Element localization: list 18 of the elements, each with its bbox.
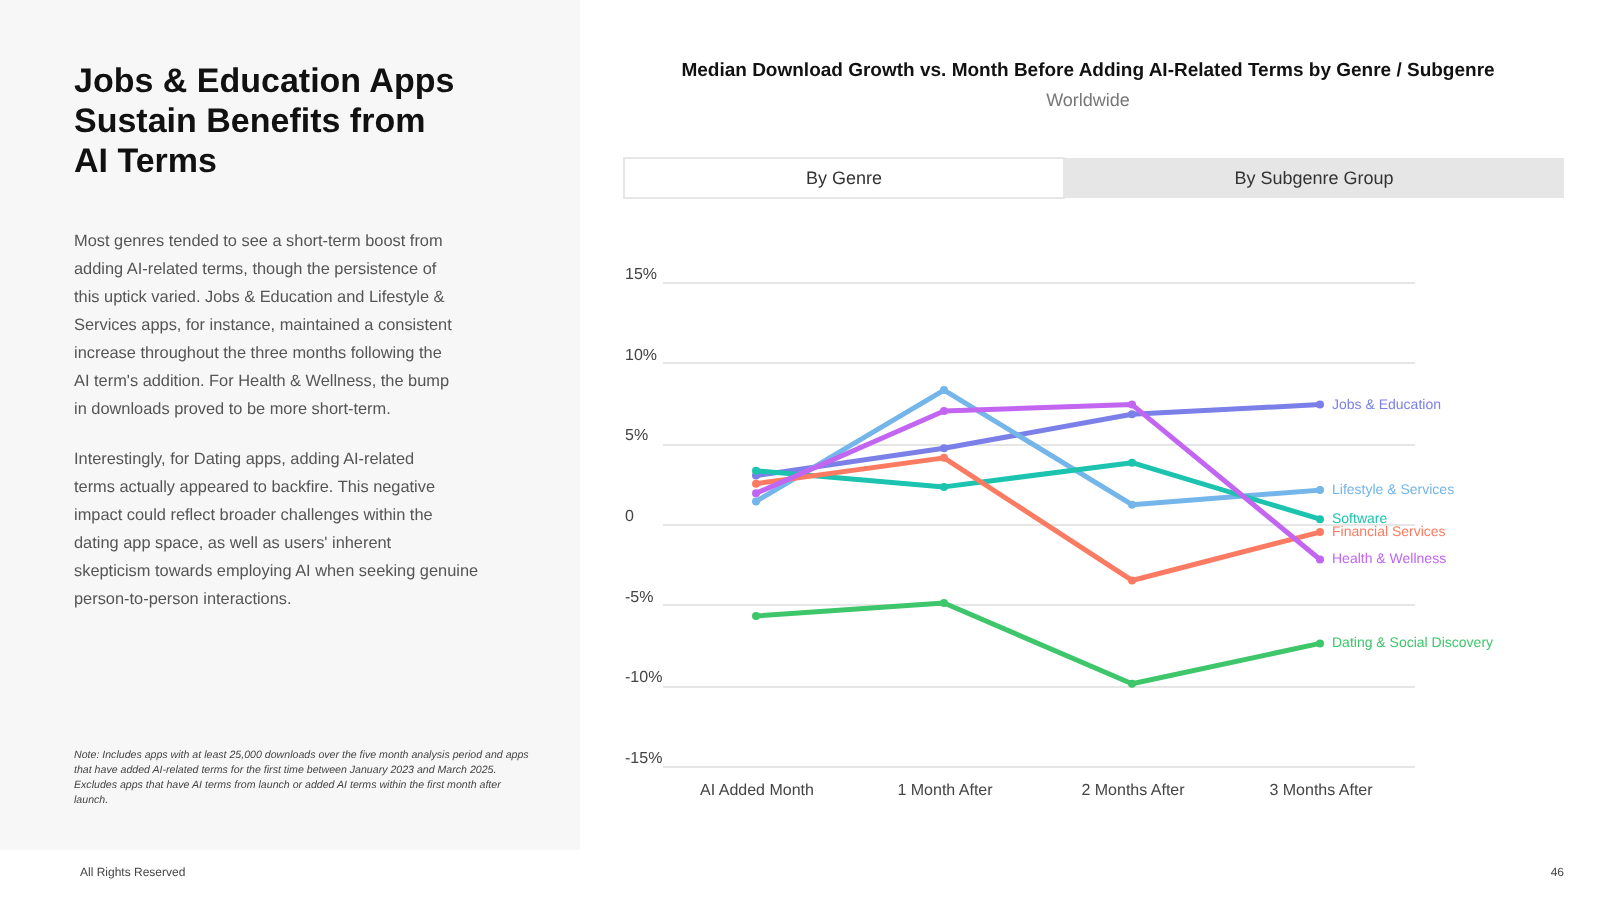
y-tick-label: -10%: [625, 668, 663, 687]
x-tick-label: 2 Months After: [1081, 781, 1186, 799]
y-tick-label: 10%: [625, 345, 658, 364]
text: Most genres tended to see a short-term boost from adding AI-related terms, though the persistence of this uptick varied. Jobs & Education and Lifestyle & Services apps, for instance, maintained a consistent increase throughout the three months following the AI term's addition. For Health & Wellness, the bump in downloads proved to be more short-term.: [74, 232, 454, 418]
x-tick-label: AI Added Month: [700, 781, 814, 799]
y-tick-label: 0: [625, 507, 635, 525]
x-tick-label: 3 Months After: [1269, 781, 1374, 799]
text: Interestingly, for Dating apps, adding AI-related terms actually appeared to backfire. This negative impact could reflect broader challenges within the dating app space, as well as users' inherent skepticism towards employing AI when seeking genuine person-to-person interactions.: [74, 450, 480, 608]
y-tick-label: -5%: [625, 587, 654, 606]
y-tick-label: 5%: [625, 426, 649, 445]
text: By Genre: [805, 168, 883, 188]
text: By Subgenre Group: [1234, 168, 1394, 188]
y-tick-label: 15%: [625, 265, 658, 283]
chart-subtitle: Worldwide: [1046, 90, 1130, 110]
chart-title: Median Download Growth vs. Month Before Adding AI-Related Terms by Genre / Subgenre: [681, 60, 1495, 82]
y-tick-label: -15%: [625, 749, 663, 767]
text: Jobs & Education Apps Sustain Benefits from AI Terms: [74, 62, 455, 180]
x-tick-label: 1 Month After: [897, 781, 994, 799]
